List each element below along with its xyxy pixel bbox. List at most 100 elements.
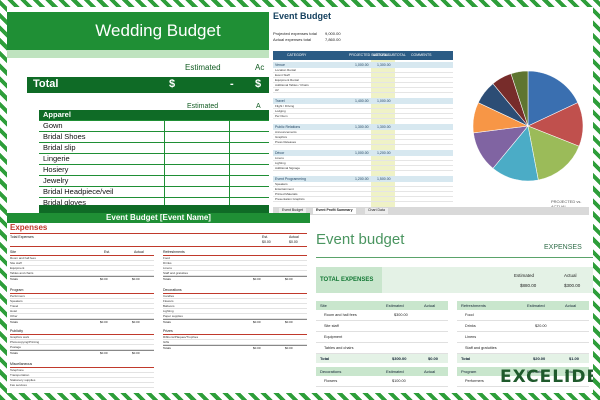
table-row: Jewelry [39, 176, 269, 187]
section-line: Press Releases [273, 140, 453, 145]
estimated-header-row: Estimated Ac [7, 63, 269, 77]
block-header: Refreshments [163, 250, 307, 256]
card-name: Program [461, 369, 477, 374]
block-totals: Totals $0.00 $0.00 [10, 319, 154, 324]
table-row: Bridal Shoes [39, 132, 269, 143]
total-est-value: $0.00 [262, 240, 271, 244]
table-row: Bridal slip [39, 143, 269, 154]
totals-est: $0.00 [100, 320, 108, 324]
expenses-rule [10, 233, 307, 234]
section-header: Venue 1,000.00 1,300.00 [273, 62, 453, 68]
cell-divider [229, 187, 230, 197]
expenses-rule-2 [10, 246, 307, 247]
block-line: Paper supplies [163, 314, 307, 319]
total-act: $0.00 [428, 356, 439, 361]
card-line: Tables and chairs [316, 343, 448, 354]
section-actual: 1,300.00 [377, 63, 391, 67]
card-est-header: Estimated [527, 369, 545, 374]
cell-divider [229, 121, 230, 131]
line-label: Equipment [324, 335, 343, 339]
cell-divider [164, 154, 165, 164]
block-line: Gifts [163, 340, 307, 345]
block-totals: Totals $0.00 $0.00 [10, 350, 154, 355]
section-line: Per Diem [273, 114, 453, 119]
pie-slice-2 [527, 125, 580, 181]
tab-event-profit-summary[interactable]: Event Profit Summary [313, 208, 356, 214]
expenses-header: Event Budget [Event Name] [7, 213, 310, 223]
card-est-header: Estimated [386, 369, 404, 374]
totals-act: $0.00 [132, 320, 140, 324]
col-actual: ACTUAL SUBTOTAL [373, 53, 406, 57]
table-row: Hosiery [39, 165, 269, 176]
card-header: Program Estimated Actual [457, 367, 589, 376]
line-label: Flowers [324, 379, 338, 383]
block-line: Graphics work [10, 335, 154, 340]
actual-header: Ac [255, 63, 265, 72]
block-line: Lighting [163, 309, 307, 314]
total-dash: - [230, 78, 234, 90]
cell-divider [164, 176, 165, 186]
summary-title: Event budget [316, 231, 405, 248]
cell-divider [164, 121, 165, 131]
line-label: Drinks [465, 324, 476, 328]
card-line: Site staff [316, 321, 448, 332]
table-row: Bridal Headpiece/veil [39, 187, 269, 198]
section-header: Décor 1,000.00 1,200.00 [273, 150, 453, 156]
sheet-table-header: CATEGORY PROJECTED SUBTOTAL ACTUAL SUBTO… [273, 51, 453, 60]
totals-label: Totals [163, 277, 171, 281]
line-label: Linens [465, 335, 477, 339]
total-label: Total [320, 356, 330, 361]
section-line: Additional Signage [273, 166, 453, 171]
column-actual: A [256, 103, 261, 110]
tab-event-budget[interactable]: Event Budget [279, 208, 307, 214]
expenses-sheet: Event Budget [Event Name] Expenses Total… [7, 213, 310, 393]
section-line: Announcements [273, 130, 453, 135]
summary-card-program: Program Estimated Actual Performers [457, 367, 589, 387]
block-line: Stationery supplies [10, 378, 154, 383]
item-label: Hosiery [43, 165, 69, 174]
block-name: Site [10, 250, 17, 254]
item-label: Bridal slip [43, 143, 76, 152]
totals-label: Totals [10, 277, 18, 281]
item-label: Jewelry [43, 176, 69, 185]
item-label: Bridal gloves [43, 198, 86, 207]
block-header: Publicity [10, 329, 154, 335]
card-line: Linens [457, 332, 589, 343]
block-line: Fax services [10, 383, 154, 388]
block-name: Prizes [163, 329, 173, 333]
block-name: Miscellaneous [10, 362, 33, 366]
totals-est: $0.00 [100, 277, 108, 281]
tab-chart-data[interactable]: Chart Data [365, 208, 388, 214]
line-est: $100.00 [392, 379, 406, 383]
card-line: Performers [457, 376, 589, 387]
section-name: Public Relations [275, 125, 301, 129]
section-line: Event Staff [273, 73, 453, 78]
wedding-bottom-bar [39, 205, 269, 213]
total-est-header: Est. [262, 235, 269, 239]
card-line: Staff and gratuities [457, 343, 589, 354]
card-name: Site [320, 303, 327, 308]
block-name: Program [10, 288, 24, 292]
total-act-header: Actual [289, 235, 299, 239]
section-projected: 1,000.00 [355, 63, 369, 67]
card-act-header: Actual [424, 303, 436, 308]
line-label: Food [465, 313, 474, 317]
section-projected: 1,400.00 [355, 99, 369, 103]
total-label: Total [461, 356, 471, 361]
apparel-section-label: Apparel [43, 110, 71, 119]
card-name: Decorations [320, 369, 342, 374]
event-budget-sheet: Event Budget Projected expenses total 9,0… [269, 11, 593, 215]
section-actual: 1,300.00 [377, 125, 391, 129]
block-header: Decorations [163, 288, 307, 294]
total-expenses-label: TOTAL EXPENSES [316, 267, 382, 293]
section-line: Flight / Driving [273, 104, 453, 109]
total-currency: $ [169, 78, 176, 90]
expense-block: Refreshments Food Drinks Linens Staff and gr… [163, 250, 307, 281]
block-name: Publicity [10, 329, 24, 333]
expense-block: Prizes Ribbons/Plaques/Trophies Gifts Total… [163, 329, 307, 350]
totals-label: Totals [163, 346, 171, 350]
column-estimated: Estimated [187, 103, 219, 110]
total-expenses-box: TOTAL EXPENSES Estimated Actual $880.00 … [316, 267, 593, 293]
excelide-logo: EXCELIDE [500, 367, 593, 387]
col-comments: COMMENTS [411, 53, 432, 57]
